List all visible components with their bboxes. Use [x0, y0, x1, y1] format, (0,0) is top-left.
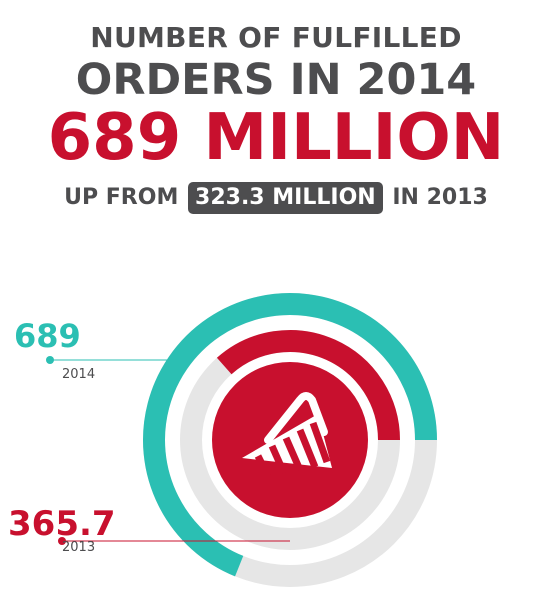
year-label-2013: 2013 — [62, 540, 96, 555]
shopping-basket-icon — [242, 392, 332, 478]
title-line-2: ORDERS IN 2014 — [75, 55, 477, 105]
comparison-line: UP FROM 323.3 MILLION IN 2013 — [0, 180, 552, 216]
comparison-prefix: UP FROM — [64, 185, 179, 210]
year-label-2014: 2014 — [62, 367, 96, 382]
ring-arc-2013 — [216, 330, 400, 441]
comparison-highlight: 323.3 MILLION — [188, 182, 383, 214]
leader-dot-2013 — [58, 537, 66, 545]
comparison-suffix: IN 2013 — [392, 185, 488, 210]
leader-dot-2014 — [46, 356, 54, 364]
value-label-2013: 365.7 — [8, 504, 116, 544]
value-label-2014: 689 — [14, 317, 81, 355]
title-line-1: NUMBER OF FULFILLED — [90, 21, 462, 54]
headline-value: 689 MILLION — [47, 101, 505, 175]
ring-arc-2014 — [143, 293, 437, 577]
